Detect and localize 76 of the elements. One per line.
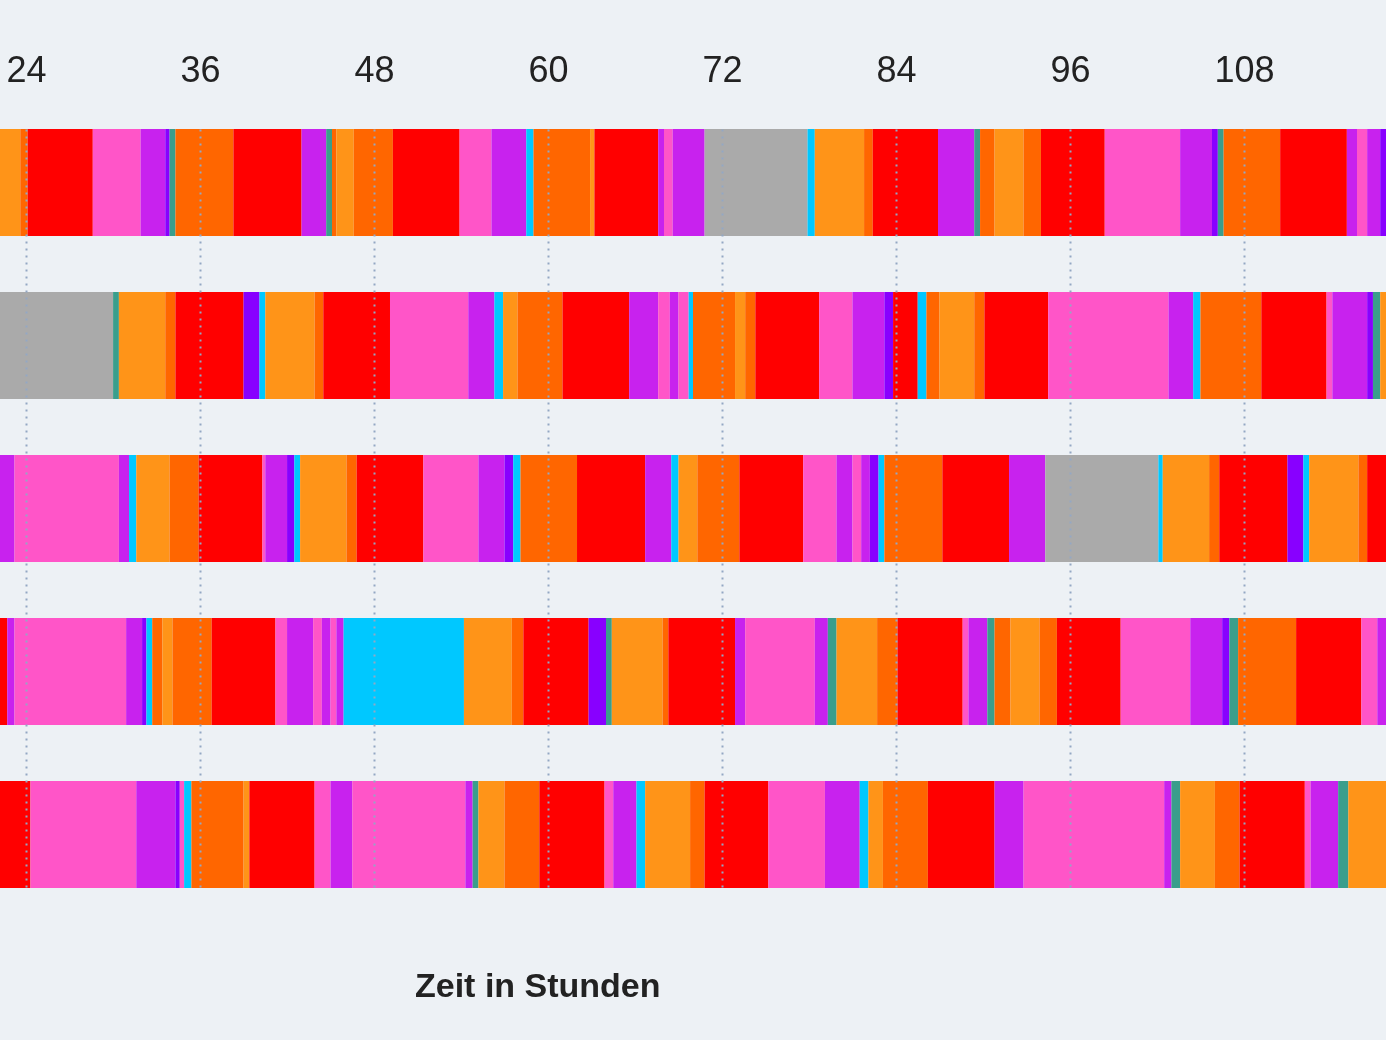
bar <box>980 129 995 236</box>
bar <box>882 781 928 888</box>
bar <box>1010 618 1040 725</box>
x-tick-label: 24 <box>6 48 47 90</box>
bar <box>693 292 736 399</box>
bar <box>1190 618 1223 725</box>
bar <box>191 781 244 888</box>
bar <box>1200 292 1262 399</box>
bar <box>1209 455 1220 562</box>
bar <box>389 292 469 399</box>
bar <box>275 618 288 725</box>
bar <box>30 781 137 888</box>
bar <box>877 618 898 725</box>
bar <box>629 292 659 399</box>
bar <box>1361 618 1378 725</box>
bar <box>690 781 705 888</box>
bar <box>423 455 479 562</box>
bar <box>1377 618 1386 725</box>
bar <box>118 455 130 562</box>
bar <box>1039 618 1057 725</box>
bar <box>0 781 31 888</box>
bar <box>668 618 736 725</box>
bar <box>1367 292 1373 399</box>
bar <box>1162 455 1210 562</box>
bar <box>336 618 344 725</box>
bar <box>577 455 646 562</box>
bar <box>938 129 975 236</box>
bar <box>893 292 918 399</box>
bar <box>287 618 314 725</box>
bar <box>611 618 663 725</box>
x-tick-label: 84 <box>876 48 917 90</box>
bar <box>1219 455 1288 562</box>
bar <box>994 781 1024 888</box>
bar <box>478 455 505 562</box>
bar <box>884 455 943 562</box>
bar <box>14 455 119 562</box>
bar <box>323 292 390 399</box>
bar <box>745 292 756 399</box>
bar <box>511 618 524 725</box>
x-tick-label: 108 <box>1214 48 1275 90</box>
bar <box>0 618 8 725</box>
bar <box>152 618 163 725</box>
bar <box>1261 292 1327 399</box>
bar <box>1009 455 1046 562</box>
bar <box>697 455 740 562</box>
bar <box>927 781 995 888</box>
bar <box>1229 618 1239 725</box>
bar <box>968 618 988 725</box>
bar <box>523 618 589 725</box>
bar <box>1222 618 1230 725</box>
bar <box>491 129 527 236</box>
x-tick-label: 48 <box>354 48 395 90</box>
bar <box>926 292 940 399</box>
x-axis-title: Zeit in Stunden <box>415 966 661 1004</box>
bar <box>1372 292 1381 399</box>
bar <box>872 129 939 236</box>
bar <box>1056 618 1121 725</box>
bar <box>533 129 591 236</box>
x-tick-label: 72 <box>702 48 743 90</box>
bar <box>211 618 276 725</box>
bar <box>1120 618 1191 725</box>
bar <box>735 292 746 399</box>
bar <box>755 292 820 399</box>
bar <box>864 129 873 236</box>
bar <box>678 455 698 562</box>
x-tick-label: 36 <box>180 48 221 90</box>
bar <box>1045 455 1159 562</box>
bar <box>136 781 176 888</box>
bar <box>520 455 578 562</box>
bar <box>265 292 315 399</box>
bar <box>739 455 804 562</box>
x-tick-label: 60 <box>528 48 569 90</box>
bar <box>162 618 173 725</box>
x-tick-label: 96 <box>1050 48 1091 90</box>
bar <box>468 292 495 399</box>
bar <box>1332 292 1368 399</box>
